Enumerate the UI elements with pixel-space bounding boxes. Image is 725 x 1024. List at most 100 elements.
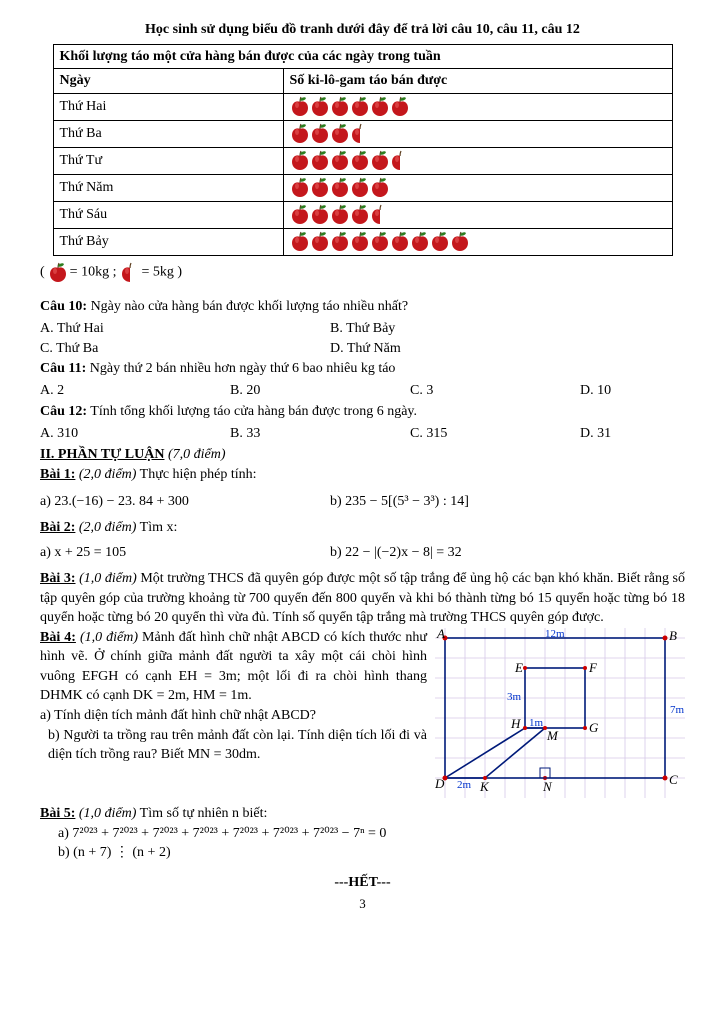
legend-half-text: = 5kg ): [141, 265, 182, 280]
bai5-text: Tìm số tự nhiên n biết:: [136, 806, 267, 821]
fig-label-d: D: [435, 776, 445, 791]
legend-full-text: = 10kg ;: [70, 265, 120, 280]
fig-label-k: K: [479, 779, 490, 794]
bai2-text: Tìm x:: [136, 520, 177, 535]
bai3: Bài 3: (1,0 điểm) Một trường THCS đã quy…: [40, 569, 685, 628]
bai1-pts: (2,0 điểm): [75, 467, 136, 482]
apple-pictograph-table: Khối lượng táo một cửa hàng bán được của…: [53, 44, 673, 256]
q10-opt-d: D. Thứ Năm: [330, 339, 401, 359]
bai3-text: Một trường THCS đã quyên góp được một số…: [40, 571, 685, 625]
section-2-heading: II. PHẦN TỰ LUẬN (7,0 điểm): [40, 445, 685, 465]
table-row: Thứ Hai: [53, 93, 672, 120]
q12-opt-b: B. 33: [230, 424, 410, 444]
q11-text: Ngày thứ 2 bán nhiều hơn ngày thứ 6 bao …: [86, 361, 395, 376]
bai4-pts: (1,0 điểm): [76, 630, 138, 645]
fig-dim-1m: 1m: [529, 717, 544, 729]
table-row: Thứ Sáu: [53, 201, 672, 228]
day-label: Thứ Tư: [53, 147, 283, 174]
table-row: Thứ Năm: [53, 174, 672, 201]
apple-cell: [283, 201, 672, 228]
bai2-label: Bài 2:: [40, 520, 75, 535]
chart-instruction: Học sinh sử dụng biểu đồ tranh dưới đây …: [40, 20, 685, 40]
bai4-figure: A B C D E F G H K M N 12m 7m 3m 2m 1m: [435, 628, 685, 805]
bai2: Bài 2: (2,0 điểm) Tìm x:: [40, 518, 685, 538]
bai4: Bài 4: (1,0 điểm) Mảnh đất hình chữ nhật…: [40, 628, 685, 805]
bai1-label: Bài 1:: [40, 467, 75, 482]
section2-pts: (7,0 điểm): [164, 447, 225, 462]
bai1-b: b) 235 − 5[(5³ − 3³) : 14]: [330, 492, 469, 512]
section2-title: II. PHẦN TỰ LUẬN: [40, 447, 164, 462]
table-row: Thứ Tư: [53, 147, 672, 174]
apple-full-icon: [48, 262, 68, 283]
table-row: Thứ Bảy: [53, 228, 672, 255]
question-11: Câu 11: Ngày thứ 2 bán nhiều hơn ngày th…: [40, 359, 685, 379]
fig-label-e: E: [514, 660, 523, 675]
day-label: Thứ Hai: [53, 93, 283, 120]
question-10: Câu 10: Ngày nào cửa hàng bán được khối …: [40, 297, 685, 317]
apple-half-icon: [120, 262, 140, 283]
fig-dim-3m: 3m: [507, 691, 522, 703]
q12-label: Câu 12:: [40, 404, 87, 419]
q12-options: A. 310 B. 33 C. 315 D. 31: [40, 424, 685, 444]
fig-label-h: H: [510, 716, 521, 731]
bai1-items: a) 23.(−16) − 23. 84 + 300 b) 235 − 5[(5…: [40, 492, 685, 512]
bai1-text: Thực hiện phép tính:: [136, 467, 256, 482]
col2-header: Số ki-lô-gam táo bán được: [283, 69, 672, 94]
q11-options: A. 2 B. 20 C. 3 D. 10: [40, 381, 685, 401]
table-row: Thứ Ba: [53, 120, 672, 147]
legend-open: (: [40, 265, 45, 280]
q10-label: Câu 10:: [40, 299, 87, 314]
q10-text: Ngày nào cửa hàng bán được khối lượng tá…: [87, 299, 408, 314]
bai4-label: Bài 4:: [40, 630, 76, 645]
q10-options-row2: C. Thứ Ba D. Thứ Năm: [40, 339, 685, 359]
fig-dim-2m: 2m: [457, 779, 472, 791]
bai3-pts: (1,0 điểm): [76, 571, 137, 586]
fig-label-n: N: [542, 779, 553, 794]
question-12: Câu 12: Tính tổng khối lượng táo cửa hàn…: [40, 402, 685, 422]
q12-opt-c: C. 315: [410, 424, 580, 444]
q12-opt-d: D. 31: [580, 424, 611, 444]
fig-label-m: M: [546, 728, 559, 743]
bai2-b: b) 22 − |(−2)x − 8| = 32: [330, 543, 462, 563]
bai5-pts: (1,0 điểm): [75, 806, 136, 821]
apple-cell: [283, 120, 672, 147]
q11-opt-a: A. 2: [40, 381, 230, 401]
q12-text: Tính tổng khối lượng táo cửa hàng bán đư…: [87, 404, 417, 419]
q11-label: Câu 11:: [40, 361, 86, 376]
day-label: Thứ Sáu: [53, 201, 283, 228]
col1-header: Ngày: [53, 69, 283, 94]
apple-cell: [283, 93, 672, 120]
bai1-a: a) 23.(−16) − 23. 84 + 300: [40, 492, 330, 512]
fig-dim-7m: 7m: [670, 704, 685, 716]
day-label: Thứ Năm: [53, 174, 283, 201]
bai3-label: Bài 3:: [40, 571, 76, 586]
apple-cell: [283, 147, 672, 174]
day-label: Thứ Ba: [53, 120, 283, 147]
bai2-items: a) x + 25 = 105 b) 22 − |(−2)x − 8| = 32: [40, 543, 685, 563]
q11-opt-b: B. 20: [230, 381, 410, 401]
fig-dim-12m: 12m: [545, 628, 565, 640]
bai4-qa: a) Tính diện tích mảnh đất hình chữ nhật…: [40, 706, 427, 726]
q10-opt-b: B. Thứ Bảy: [330, 319, 395, 339]
q10-options-row1: A. Thứ Hai B. Thứ Bảy: [40, 319, 685, 339]
page-number: 3: [40, 895, 685, 913]
table-title: Khối lượng táo một cửa hàng bán được của…: [53, 44, 672, 69]
bai5-a: a) 7²⁰²³ + 7²⁰²³ + 7²⁰²³ + 7²⁰²³ + 7²⁰²³…: [40, 824, 685, 844]
fig-label-c: C: [669, 772, 678, 787]
fig-label-f: F: [588, 660, 598, 675]
day-label: Thứ Bảy: [53, 228, 283, 255]
bai2-a: a) x + 25 = 105: [40, 543, 330, 563]
bai5-label: Bài 5:: [40, 806, 75, 821]
q11-opt-c: C. 3: [410, 381, 580, 401]
q11-opt-d: D. 10: [580, 381, 611, 401]
apple-cell: [283, 228, 672, 255]
fig-label-b: B: [669, 628, 677, 643]
footer-end: ---HẾT---: [40, 873, 685, 893]
q12-opt-a: A. 310: [40, 424, 230, 444]
bai2-pts: (2,0 điểm): [75, 520, 136, 535]
bai4-qb: b) Người ta trồng rau trên mảnh đất còn …: [40, 726, 427, 765]
apple-cell: [283, 174, 672, 201]
q10-opt-a: A. Thứ Hai: [40, 319, 330, 339]
pictograph-legend: ( = 10kg ; = 5kg ): [40, 262, 685, 283]
q10-opt-c: C. Thứ Ba: [40, 339, 330, 359]
